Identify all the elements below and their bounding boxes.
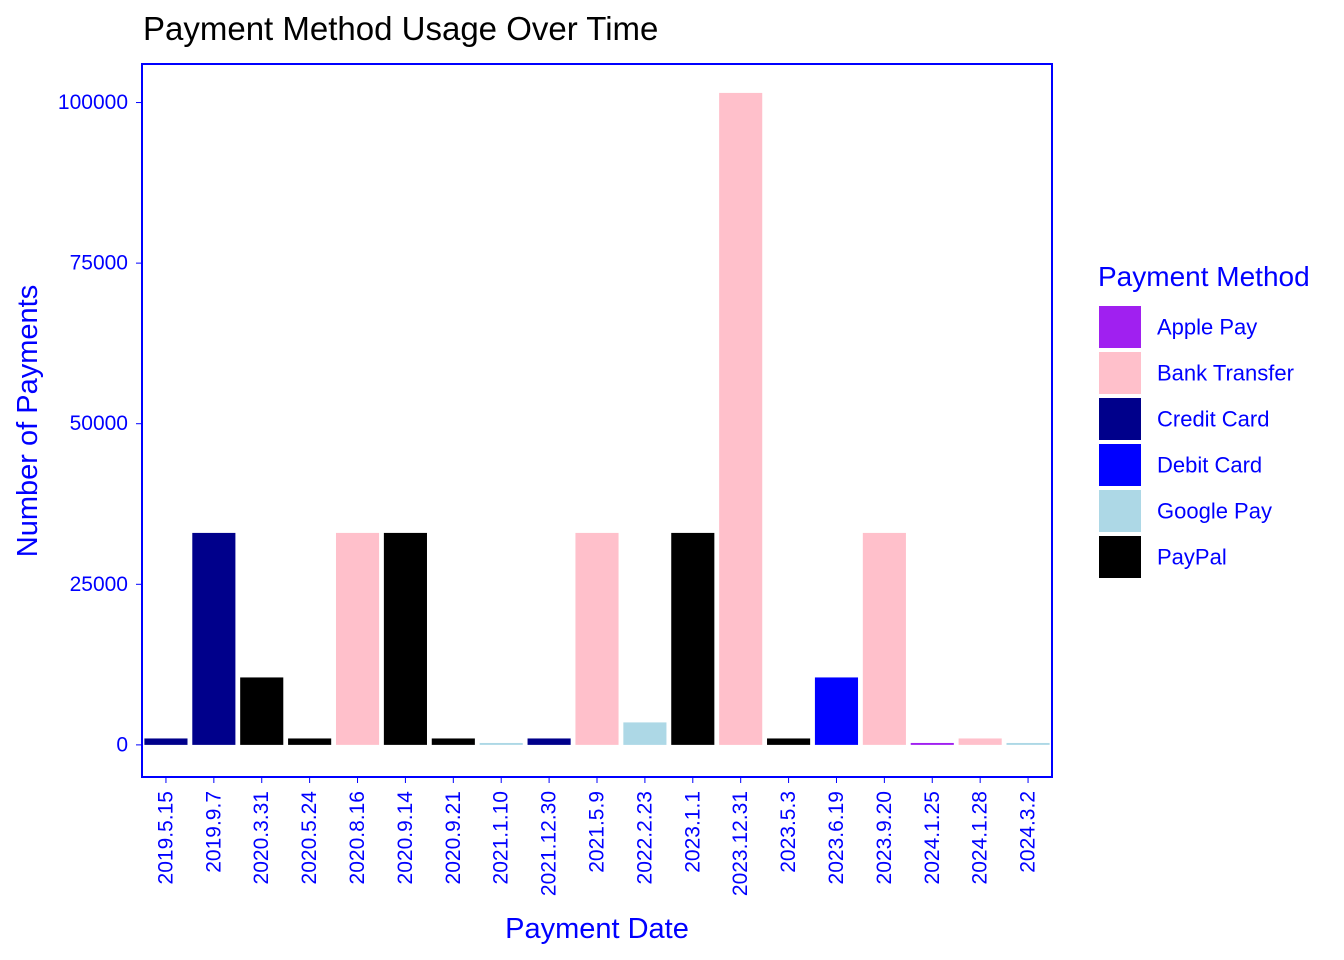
y-tick-label: 25000 — [70, 573, 128, 596]
x-tick-label: 2019.5.15 — [154, 791, 177, 884]
x-tick-label: 2021.1.10 — [490, 791, 513, 884]
y-tick-label: 75000 — [70, 252, 128, 275]
x-tick-label: 2019.9.7 — [202, 791, 225, 873]
bar-2021.12.30 — [527, 738, 571, 745]
x-tick-label: 2020.3.31 — [250, 791, 273, 884]
bar-2020.3.31 — [240, 677, 284, 745]
legend-title: Payment Method — [1098, 261, 1310, 292]
bar-2020.8.16 — [335, 532, 380, 745]
bar-2020.5.24 — [288, 738, 332, 745]
legend-swatch-debit-card — [1099, 444, 1141, 486]
bar-2019.5.15 — [144, 738, 188, 745]
x-tick-label: 2021.5.9 — [586, 791, 609, 873]
bar-2021.5.9 — [575, 532, 619, 745]
legend-swatch-apple-pay — [1099, 306, 1141, 348]
bar-2023.12.31 — [719, 92, 763, 745]
bar-2019.9.7 — [192, 532, 236, 745]
legend-swatch-google-pay — [1099, 490, 1141, 532]
chart-title: Payment Method Usage Over Time — [143, 10, 658, 47]
x-tick-label: 2020.8.16 — [346, 791, 369, 884]
bar-2024.3.2 — [1006, 742, 1050, 745]
legend-label: PayPal — [1157, 545, 1227, 570]
bars — [144, 92, 1050, 745]
bar-2024.1.25 — [910, 742, 954, 745]
bar-2023.5.3 — [767, 738, 811, 745]
bar-2023.6.19 — [814, 677, 859, 745]
y-tick-label: 50000 — [70, 412, 128, 435]
legend-items: Apple Pay Bank Transfer Credit Card Debit C… — [1099, 306, 1294, 578]
legend-swatch-paypal — [1099, 536, 1141, 578]
x-axis-ticks: 2019.5.15 2019.9.7 2020.3.31 2020.5.24 2020.… — [154, 777, 1040, 896]
legend-swatch-credit-card — [1099, 398, 1141, 440]
x-tick-label: 2023.1.1 — [681, 791, 704, 873]
bar-2023.9.20 — [862, 532, 906, 745]
bar-2020.9.21 — [431, 738, 475, 745]
plot-area: 0 25000 50000 75000 100000 2019.5.15 2019.9.7… — [58, 63, 1053, 896]
x-tick-label: 2023.12.31 — [729, 791, 752, 896]
x-tick-label: 2023.6.19 — [825, 791, 848, 884]
legend: Payment Method Apple Pay Bank Transfer Cre… — [1098, 261, 1310, 578]
x-tick-label: 2024.3.2 — [1017, 791, 1040, 873]
legend-label: Google Pay — [1157, 499, 1272, 524]
legend-label: Apple Pay — [1157, 315, 1257, 340]
x-tick-label: 2021.12.30 — [538, 791, 561, 896]
x-tick-label: 2022.2.23 — [633, 791, 656, 884]
y-axis-ticks: 0 25000 50000 75000 100000 — [58, 91, 142, 756]
bar-2021.1.10 — [479, 742, 523, 745]
legend-label: Debit Card — [1157, 453, 1262, 478]
bar-2022.2.23 — [623, 722, 667, 745]
x-tick-label: 2020.9.21 — [442, 791, 465, 884]
bar-2023.1.1 — [671, 532, 715, 745]
x-tick-label: 2023.9.20 — [873, 791, 896, 884]
x-tick-label: 2024.1.25 — [921, 791, 944, 884]
x-tick-label: 2020.9.14 — [394, 791, 417, 885]
x-axis-title: Payment Date — [505, 913, 689, 945]
legend-label: Credit Card — [1157, 407, 1269, 432]
y-tick-label: 100000 — [58, 91, 128, 114]
x-tick-label: 2024.1.28 — [969, 791, 992, 884]
x-tick-label: 2023.5.3 — [777, 791, 800, 873]
y-tick-label: 0 — [116, 733, 128, 756]
legend-label: Bank Transfer — [1157, 361, 1294, 386]
bar-2020.9.14 — [383, 532, 427, 745]
bar-2024.1.28 — [958, 738, 1002, 745]
y-axis-title: Number of Payments — [12, 285, 44, 557]
legend-swatch-bank-transfer — [1099, 352, 1141, 394]
x-tick-label: 2020.5.24 — [298, 791, 321, 885]
